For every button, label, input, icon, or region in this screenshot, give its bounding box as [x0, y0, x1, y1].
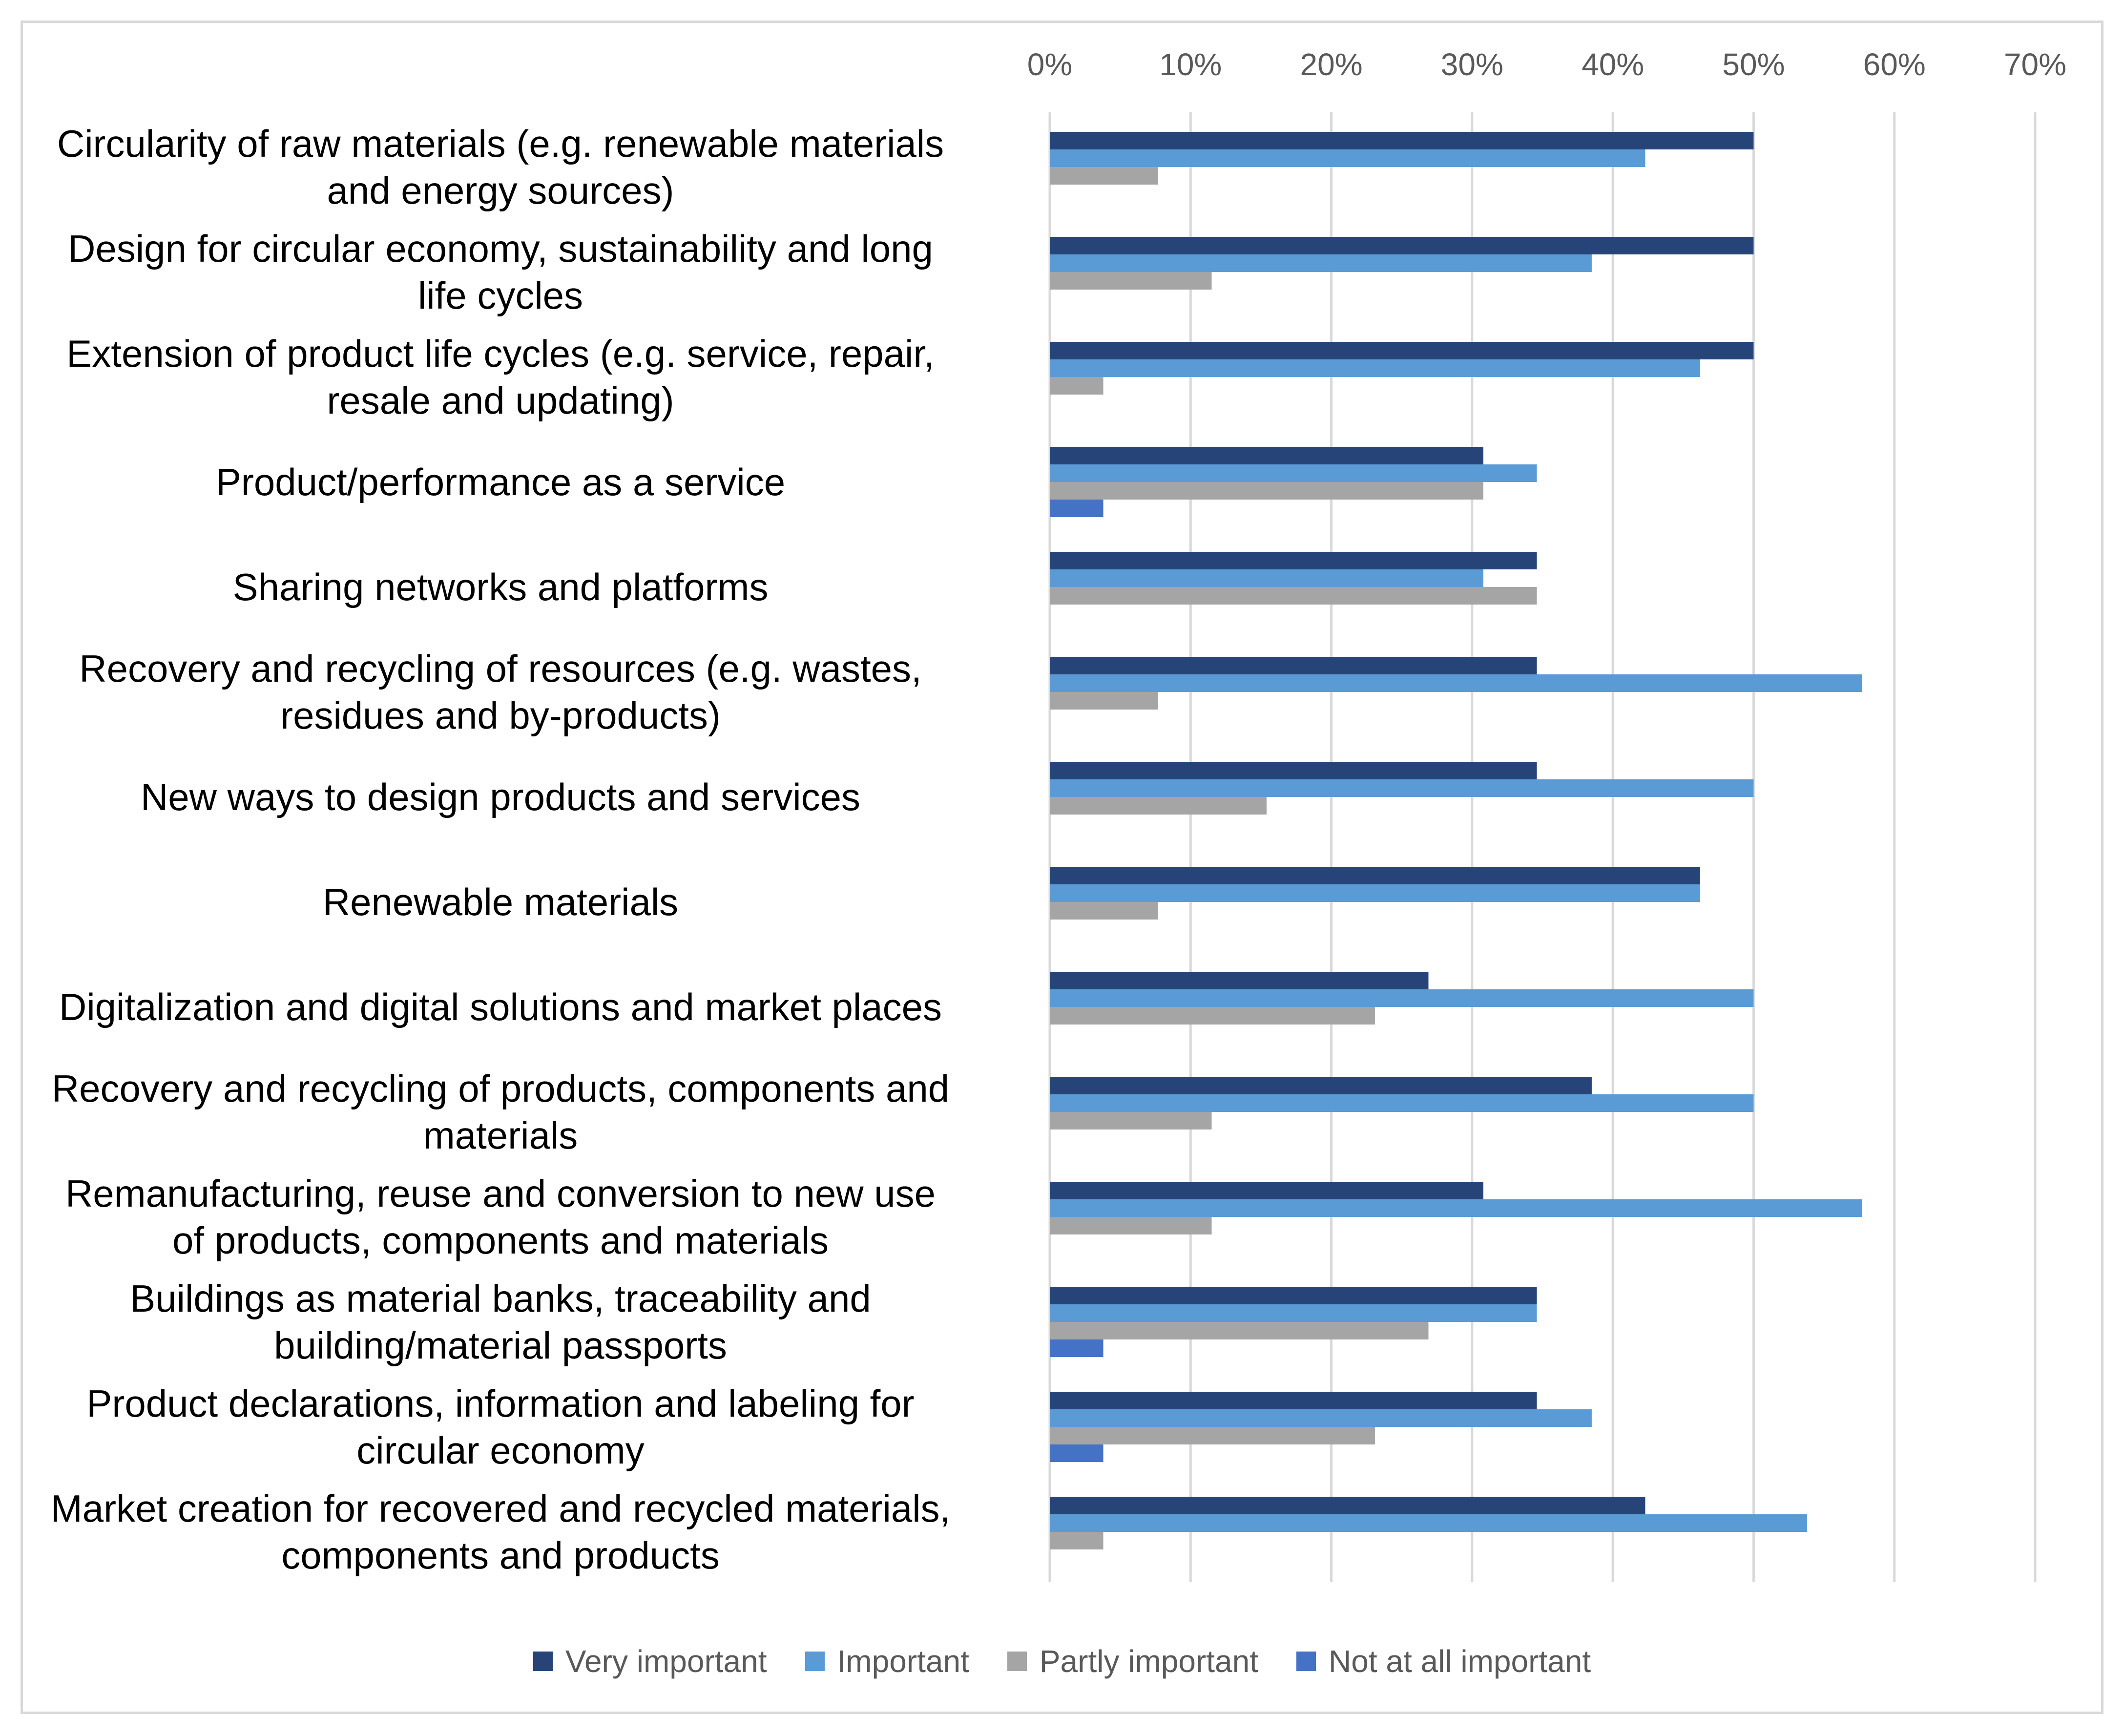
- bar-11-very-important: [1050, 1182, 1483, 1199]
- bar-9-partly-important: [1050, 1007, 1375, 1025]
- bar-13-not-at-all-important: [1050, 1444, 1104, 1462]
- category-label: Product declarations, information and la…: [86, 1382, 915, 1472]
- tick-label: 50%: [1722, 47, 1785, 82]
- bar-7-very-important: [1050, 762, 1537, 779]
- legend-swatch: [1007, 1652, 1027, 1671]
- bar-4-important: [1050, 464, 1537, 482]
- bar-9-important: [1050, 989, 1754, 1007]
- bar-14-very-important: [1050, 1497, 1645, 1514]
- category-label: Renewable materials: [322, 880, 679, 923]
- category-label: Remanufacturing, reuse and conversion to…: [65, 1172, 936, 1262]
- legend-label: Not at all important: [1329, 1644, 1591, 1679]
- bar-3-very-important: [1050, 342, 1754, 359]
- bar-13-important: [1050, 1409, 1592, 1427]
- tick-label: 20%: [1300, 47, 1363, 82]
- bar-12-partly-important: [1050, 1322, 1429, 1339]
- bar-8-very-important: [1050, 867, 1700, 884]
- bar-9-very-important: [1050, 972, 1429, 989]
- bar-2-partly-important: [1050, 272, 1212, 290]
- legend-item: Not at all important: [1296, 1643, 1591, 1679]
- tick-label: 60%: [1863, 47, 1926, 82]
- tick-label: 0%: [1027, 47, 1073, 82]
- bar-2-important: [1050, 254, 1592, 272]
- bar-5-partly-important: [1050, 587, 1537, 605]
- category-label: Sharing networks and platforms: [232, 565, 769, 608]
- bar-3-partly-important: [1050, 377, 1104, 395]
- category-label: Recovery and recycling of products, comp…: [51, 1067, 950, 1157]
- category-label: Market creation for recovered and recycl…: [50, 1487, 951, 1577]
- bar-1-very-important: [1050, 132, 1754, 149]
- bar-10-very-important: [1050, 1077, 1592, 1094]
- category-label: Recovery and recycling of resources (e.g…: [79, 647, 922, 737]
- category-label: Circularity of raw materials (e.g. renew…: [57, 122, 944, 212]
- bar-7-partly-important: [1050, 797, 1267, 815]
- bar-4-very-important: [1050, 447, 1483, 464]
- bar-13-very-important: [1050, 1392, 1537, 1409]
- legend-item: Important: [805, 1643, 969, 1679]
- bar-5-important: [1050, 569, 1483, 587]
- category-label: Digitalization and digital solutions and…: [59, 985, 942, 1028]
- bar-7-important: [1050, 779, 1754, 797]
- bar-11-partly-important: [1050, 1217, 1212, 1234]
- bar-1-important: [1050, 149, 1645, 167]
- chart-legend: Very important Important Partly important N…: [0, 1637, 2124, 1686]
- category-label: New ways to design products and services: [140, 775, 861, 818]
- bar-5-very-important: [1050, 552, 1537, 569]
- legend-label: Important: [837, 1644, 969, 1679]
- tick-label: 10%: [1159, 47, 1222, 82]
- bar-11-important: [1050, 1199, 1862, 1217]
- bar-6-important: [1050, 674, 1862, 692]
- bar-8-partly-important: [1050, 902, 1158, 920]
- bar-12-important: [1050, 1304, 1537, 1322]
- legend-swatch: [1296, 1652, 1316, 1671]
- category-label: Buildings as material banks, traceabilit…: [130, 1277, 871, 1367]
- legend-item: Partly important: [1007, 1643, 1258, 1679]
- legend-item: Very important: [533, 1643, 767, 1679]
- legend-swatch: [533, 1652, 553, 1671]
- bar-6-very-important: [1050, 657, 1537, 674]
- tick-label: 40%: [1582, 47, 1645, 82]
- category-label: Design for circular economy, sustainabil…: [68, 227, 933, 317]
- bar-4-not-at-all-important: [1050, 500, 1104, 517]
- bar-8-important: [1050, 884, 1700, 902]
- bar-13-partly-important: [1050, 1427, 1375, 1444]
- category-label: Extension of product life cycles (e.g. s…: [66, 332, 935, 422]
- bar-2-very-important: [1050, 237, 1754, 254]
- bar-4-partly-important: [1050, 482, 1483, 500]
- category-label: Product/performance as a service: [215, 460, 786, 503]
- legend-label: Partly important: [1039, 1644, 1258, 1679]
- tick-label: 70%: [2003, 47, 2067, 82]
- bar-10-partly-important: [1050, 1112, 1212, 1129]
- bar-14-partly-important: [1050, 1532, 1104, 1549]
- bar-12-not-at-all-important: [1050, 1339, 1104, 1357]
- bar-10-important: [1050, 1094, 1754, 1112]
- tick-label: 30%: [1440, 47, 1503, 82]
- legend-swatch: [805, 1652, 825, 1671]
- bar-6-partly-important: [1050, 692, 1158, 710]
- bar-3-important: [1050, 359, 1700, 377]
- bar-14-important: [1050, 1514, 1807, 1532]
- bar-12-very-important: [1050, 1287, 1537, 1304]
- bar-1-partly-important: [1050, 167, 1158, 185]
- legend-label: Very important: [565, 1644, 767, 1679]
